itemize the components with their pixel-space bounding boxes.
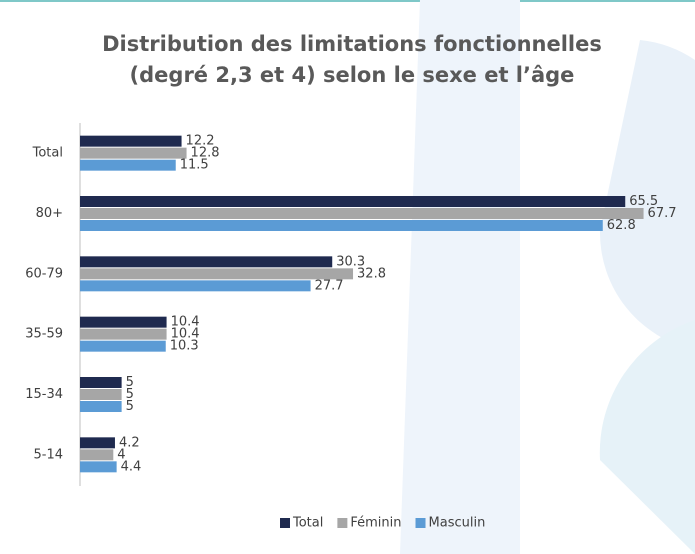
value-label: 32.8 xyxy=(357,266,386,281)
value-label: 5 xyxy=(126,399,134,414)
bar xyxy=(80,401,122,412)
bar xyxy=(80,341,166,352)
bar xyxy=(80,329,167,340)
chart: Distribution des limitations fonctionnel… xyxy=(0,0,695,554)
y-tick-label: 60-79 xyxy=(25,266,63,281)
chart-title: Distribution des limitations fonctionnel… xyxy=(102,32,602,56)
legend-swatch xyxy=(337,518,347,528)
y-tick-label: 15-34 xyxy=(25,387,63,402)
value-label: 62.8 xyxy=(607,218,636,233)
bar xyxy=(80,268,353,279)
bar xyxy=(80,136,182,147)
bar xyxy=(80,148,187,159)
legend-swatch xyxy=(280,518,290,528)
y-tick-label: 35-59 xyxy=(25,327,63,342)
legend-label: Féminin xyxy=(350,516,401,531)
bar xyxy=(80,317,167,328)
bar xyxy=(80,256,332,267)
value-label: 11.5 xyxy=(180,158,209,173)
bar xyxy=(80,160,176,171)
legend-swatch xyxy=(416,518,426,528)
bar xyxy=(80,280,311,291)
bar xyxy=(80,389,122,400)
bar xyxy=(80,449,113,460)
y-tick-label: Total xyxy=(32,146,63,161)
bar xyxy=(80,437,115,448)
bar xyxy=(80,208,644,219)
top-border xyxy=(0,0,695,2)
bar xyxy=(80,461,117,472)
value-label: 10.3 xyxy=(170,339,199,354)
y-tick-label: 80+ xyxy=(36,206,63,221)
bar xyxy=(80,377,122,388)
value-label: 4.4 xyxy=(121,459,142,474)
value-label: 67.7 xyxy=(648,206,677,221)
bar xyxy=(80,220,603,231)
bar xyxy=(80,196,625,207)
chart-title: (degré 2,3 et 4) selon le sexe et l’âge xyxy=(130,63,575,87)
legend-label: Total xyxy=(292,516,323,531)
y-tick-label: 5-14 xyxy=(33,447,63,462)
legend-label: Masculin xyxy=(429,516,486,531)
value-label: 27.7 xyxy=(315,278,344,293)
